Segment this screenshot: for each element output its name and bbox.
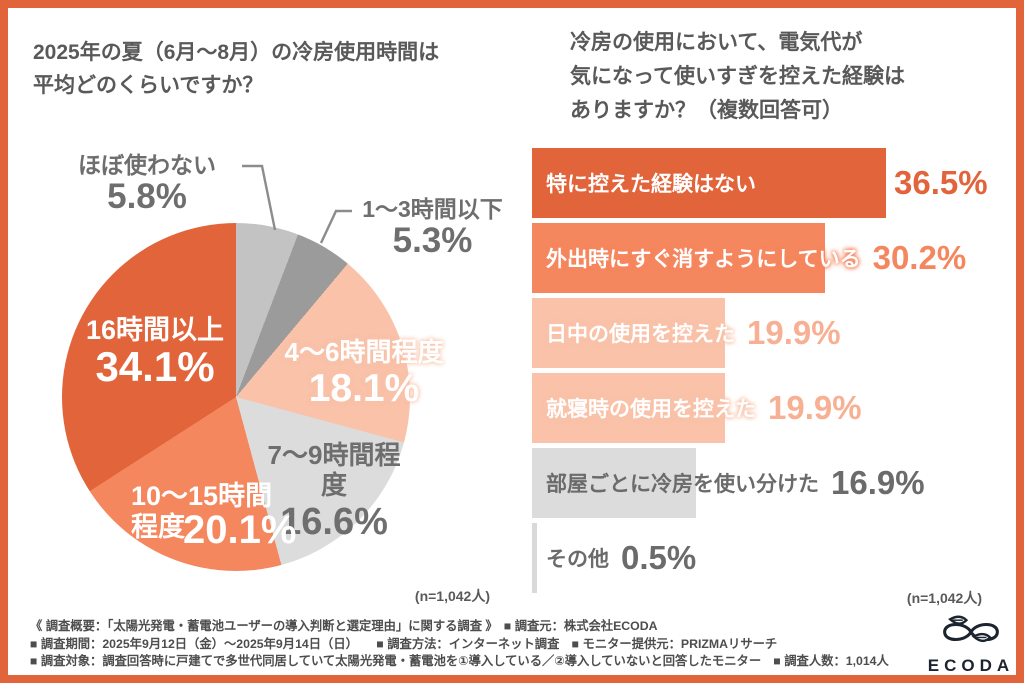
pie-callout-value: 5.8% <box>107 177 187 216</box>
bar-value: 30.2% <box>872 239 967 276</box>
pie-slice-label: 16時間以上 <box>85 315 225 345</box>
bar-value: 36.5% <box>894 164 988 201</box>
pie-callout-hobo-tsukawanai: ほぼ使わない 5.8% <box>47 152 247 216</box>
bar-fill <box>532 223 825 293</box>
bar-chart-title: 冷房の使用において、電気代が 気になって使いすぎを控えた経験は ありますか？（複… <box>570 26 905 128</box>
pie-chart-title-line1: 2025年の夏（6月〜8月）の冷房使用時間は <box>33 41 440 64</box>
ecoda-logo: ECODA <box>925 612 1016 675</box>
bar-row: 就寝時の使用を控えた 19.9% <box>532 373 1010 443</box>
infinity-leaf-icon <box>943 615 999 643</box>
logo-wordmark: ECODA <box>927 656 1015 675</box>
pie-slice-value: 18.1% <box>308 367 420 410</box>
pie-chart <box>62 223 410 571</box>
bar-chart: 特に控えた経験はない 36.5% 外出時にすぐ消すようにしている 30.2% 日… <box>532 148 1010 598</box>
pie-label-7to9: 7〜9時間程度 16.6% <box>255 440 413 544</box>
bar-label: 就寝時の使用を控えた <box>546 398 756 421</box>
pie-label-10to15: 10〜15時間 程度 <box>131 463 281 561</box>
footer-line-overview: 《 調査概要：「太陽光発電・蓄電池ユーザーの導入判断と選定理由」に関する調査 》… <box>30 619 658 633</box>
pie-callout-label: ほぼ使わない <box>78 152 216 178</box>
bar-chart-title-line2: 気になって使いすぎを控えた経験は <box>570 65 905 88</box>
bar-chart-title-line3: ありますか？（複数回答可） <box>570 99 843 122</box>
bar-fill <box>532 448 696 518</box>
pie-callout-1-3-jikan: 1〜3時間以下 5.3% <box>355 196 510 260</box>
bar-row: その他 0.5% <box>532 523 1010 593</box>
bar-label: 部屋ごとに冷房を使い分けた <box>546 473 819 496</box>
bar-fill <box>532 523 537 593</box>
sample-size-label-bar: (n=1,042人) <box>906 590 982 606</box>
bar-row: 特に控えた経験はない 36.5% <box>532 148 1010 218</box>
bar-value: 19.9% <box>747 314 841 351</box>
bar-fill <box>532 148 887 218</box>
sample-size-label-pie: (n=1,042人) <box>414 588 490 604</box>
pie-slice-value: 16.6% <box>280 501 388 543</box>
bar-label: 特に控えた経験はない <box>546 173 756 196</box>
pie-slice-value: 34.1% <box>95 343 215 390</box>
bar-value: 16.9% <box>831 464 925 501</box>
bar-fill <box>532 298 726 368</box>
pie-callout-label: 1〜3時間以下 <box>362 196 503 222</box>
pie-slice-value: 20.1% <box>183 508 297 552</box>
pie-chart-title: 2025年の夏（6月〜8月）の冷房使用時間は 平均どのくらいですか？ <box>33 36 439 102</box>
bar-label: 日中の使用を控えた <box>546 323 735 346</box>
pie-slice-label: 10〜15時間 程度 <box>131 481 273 542</box>
pie-slice-label: 4〜6時間程度 <box>284 337 444 367</box>
bar-value: 19.9% <box>768 389 862 426</box>
pie-chart-title-line2: 平均どのくらいですか？ <box>33 74 264 97</box>
bar-label: 外出時にすぐ消すようにしている <box>546 248 861 271</box>
survey-footer: 《 調査概要：「太陽光発電・蓄電池ユーザーの導入判断と選定理由」に関する調査 》… <box>30 618 922 671</box>
footer-line-period: ■ 調査期間：2025年9月12日（金）〜2025年9月14日（日） ■ 調査方… <box>30 636 778 651</box>
bar-row: 外出時にすぐ消すようにしている 30.2% <box>532 223 1010 293</box>
pie-label-16h: 16時間以上 34.1% <box>70 315 240 389</box>
bar-chart-title-line1: 冷房の使用において、電気代が <box>570 31 863 54</box>
bar-fill <box>532 373 726 443</box>
bar-row: 日中の使用を控えた 19.9% <box>532 298 1010 368</box>
leader-line-1-3 <box>319 209 352 244</box>
footer-line-subjects: ■ 調査対象：調査回答時に戸建てで多世代同居していて太陽光発電・蓄電池を①導入し… <box>30 654 889 668</box>
pie-label-4to6: 4〜6時間程度 18.1% <box>280 337 448 411</box>
pie-callout-value: 5.3% <box>392 221 473 260</box>
bar-value: 0.5% <box>621 539 697 576</box>
bar-row: 部屋ごとに冷房を使い分けた 16.9% <box>532 448 1010 518</box>
pie-slice-label: 7〜9時間程度 <box>267 440 401 500</box>
bar-label: その他 <box>546 548 609 571</box>
